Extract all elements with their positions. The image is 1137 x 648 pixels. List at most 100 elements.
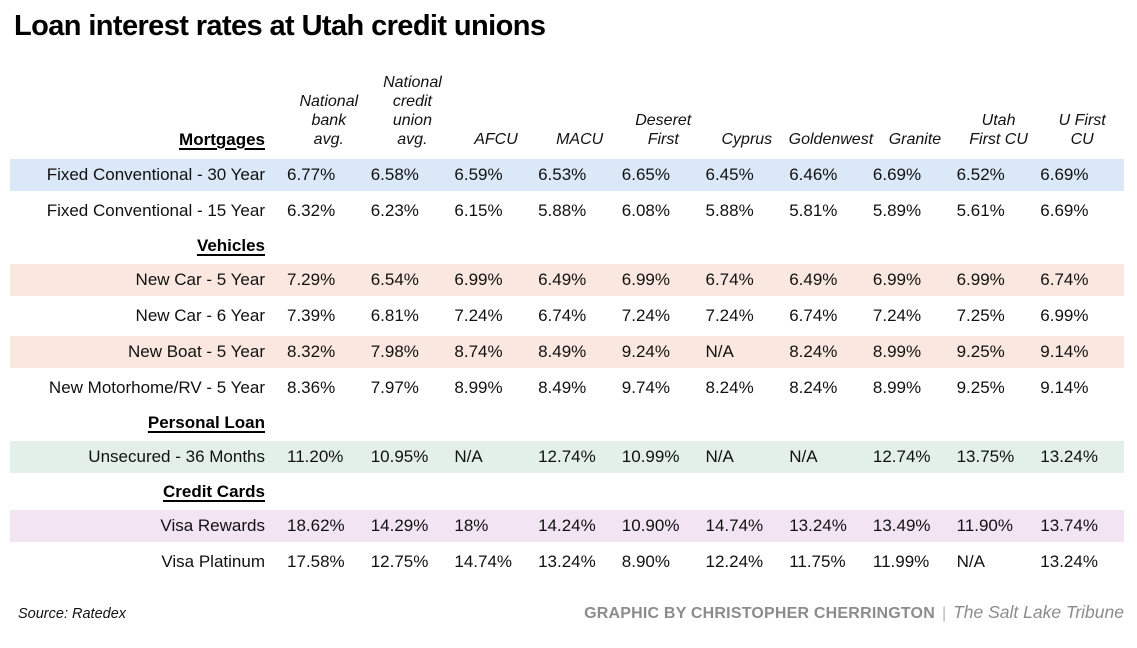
column-header-5: Cyprus bbox=[705, 131, 789, 156]
rate-cell: 8.99% bbox=[872, 377, 922, 397]
column-header-3: MACU bbox=[538, 131, 622, 156]
rate-cell: N/A bbox=[956, 551, 985, 571]
column-header-2: AFCU bbox=[454, 131, 538, 156]
table-row: New Car - 6 Year 7.39% 6.81% 7.24% 6.74% 7.24… bbox=[10, 300, 1124, 332]
rate-cell: 11.20% bbox=[287, 446, 344, 466]
row-label: Fixed Conventional - 15 Year bbox=[46, 200, 265, 220]
column-header-line: Granite bbox=[888, 130, 942, 148]
rate-cell: 18% bbox=[454, 515, 489, 535]
rates-table: Mortgages National bank avg. National credit u… bbox=[10, 44, 1124, 578]
rate-cell: N/A bbox=[789, 446, 818, 466]
rate-cell: 6.81% bbox=[370, 305, 419, 325]
rate-cell: 6.69% bbox=[872, 164, 922, 184]
credit-divider: | bbox=[941, 604, 947, 622]
rate-cell: 8.36% bbox=[287, 377, 336, 397]
rate-cell: 9.24% bbox=[621, 341, 670, 361]
rate-cell: 6.53% bbox=[538, 164, 587, 184]
table-row: New Car - 5 Year 7.29% 6.54% 6.99% 6.49% 6.99… bbox=[10, 263, 1124, 296]
table-row: Unsecured - 36 Months 11.20% 10.95% N/A 12.7… bbox=[10, 440, 1124, 473]
rate-cell: 5.81% bbox=[789, 200, 838, 220]
rate-cell: 7.24% bbox=[454, 305, 503, 325]
rate-cell: 13.24% bbox=[538, 551, 596, 571]
rate-cell: 6.65% bbox=[621, 164, 670, 184]
rate-cell: 6.74% bbox=[789, 305, 838, 325]
section-label-0: Mortgages bbox=[179, 129, 265, 149]
column-header-line: bank bbox=[311, 112, 347, 130]
rate-cell: 9.74% bbox=[621, 377, 670, 397]
rate-cell: 13.24% bbox=[789, 515, 847, 535]
row-label: Unsecured - 36 Months bbox=[88, 446, 265, 466]
column-header-1: National credit union avg. bbox=[371, 74, 455, 156]
page-title: Loan interest rates at Utah credit union… bbox=[14, 10, 546, 42]
rate-cell: 6.99% bbox=[1040, 305, 1089, 325]
rate-cell: 7.24% bbox=[621, 305, 670, 325]
rate-cell: 6.77% bbox=[287, 164, 336, 184]
row-label: New Car - 6 Year bbox=[135, 305, 265, 325]
footer: Source: Ratedex GRAPHIC BY CHRISTOPHER C… bbox=[18, 602, 1124, 623]
section-label-2: Personal Loan bbox=[147, 412, 265, 432]
section-label-3: Credit Cards bbox=[162, 481, 265, 501]
rate-cell: 8.49% bbox=[538, 377, 587, 397]
rate-cell: 5.89% bbox=[872, 200, 922, 220]
rate-cell: 7.98% bbox=[370, 341, 419, 361]
graphic-credit: GRAPHIC BY CHRISTOPHER CHERRINGTON bbox=[584, 604, 935, 622]
rate-cell: 8.24% bbox=[789, 377, 838, 397]
rate-cell: 10.90% bbox=[621, 515, 680, 535]
table-header-row: Mortgages National bank avg. National credit u… bbox=[10, 44, 1124, 156]
rate-cell: 9.25% bbox=[956, 341, 1005, 361]
rate-cell: 7.29% bbox=[287, 269, 336, 289]
credit-line: GRAPHIC BY CHRISTOPHER CHERRINGTON | The S… bbox=[584, 602, 1124, 623]
rate-cell: 6.46% bbox=[789, 164, 838, 184]
column-header-line: CU bbox=[1070, 130, 1094, 148]
column-header-line: National bbox=[383, 74, 442, 92]
column-header-line: MACU bbox=[556, 130, 604, 148]
rate-cell: 6.74% bbox=[705, 269, 754, 289]
column-header-line: credit bbox=[392, 93, 432, 111]
rate-cell: 13.75% bbox=[956, 446, 1015, 466]
rate-cell: 11.75% bbox=[789, 551, 846, 571]
rate-cell: 6.49% bbox=[538, 269, 587, 289]
rate-cell: 6.32% bbox=[287, 200, 336, 220]
rate-cell: 12.24% bbox=[705, 551, 764, 571]
table-row: Visa Platinum 17.58% 12.75% 14.74% 13.24% 8.9… bbox=[10, 546, 1124, 578]
rate-cell: 7.97% bbox=[370, 377, 419, 397]
rate-cell: 5.61% bbox=[956, 200, 1005, 220]
column-header-line: Goldenwest bbox=[788, 130, 874, 148]
column-header-0: National bank avg. bbox=[287, 93, 371, 156]
rate-cell: 12.75% bbox=[370, 551, 429, 571]
column-header-line: First bbox=[647, 130, 679, 148]
row-label: Fixed Conventional - 30 Year bbox=[46, 164, 265, 184]
rate-cell: 13.49% bbox=[872, 515, 931, 535]
rate-cell: 14.29% bbox=[370, 515, 429, 535]
rate-cell: 14.74% bbox=[705, 515, 764, 535]
source-note: Source: Ratedex bbox=[18, 605, 127, 622]
rate-cell: 11.99% bbox=[872, 551, 930, 571]
rate-cell: 11.90% bbox=[956, 515, 1013, 535]
column-header-line: avg. bbox=[397, 130, 428, 148]
rate-cell: 8.24% bbox=[789, 341, 838, 361]
table-row: Visa Rewards 18.62% 14.29% 18% 14.24% 10.90% 1… bbox=[10, 509, 1124, 542]
rate-cell: 5.88% bbox=[705, 200, 754, 220]
rate-cell: 8.74% bbox=[454, 341, 503, 361]
rate-cell: 7.39% bbox=[287, 305, 336, 325]
rate-cell: 10.99% bbox=[621, 446, 680, 466]
rate-cell: N/A bbox=[705, 341, 734, 361]
row-label: New Car - 5 Year bbox=[135, 269, 265, 289]
table-row: New Motorhome/RV - 5 Year 8.36% 7.97% 8.99%… bbox=[10, 372, 1124, 404]
rate-cell: 6.54% bbox=[370, 269, 419, 289]
rate-cell: 17.58% bbox=[287, 551, 345, 571]
rate-cell: 14.24% bbox=[538, 515, 596, 535]
publication-name: The Salt Lake Tribune bbox=[953, 601, 1124, 622]
rate-cell: 13.24% bbox=[1040, 551, 1098, 571]
column-header-line: Cyprus bbox=[721, 130, 773, 148]
rate-cell: 6.99% bbox=[454, 269, 503, 289]
rate-cell: N/A bbox=[454, 446, 483, 466]
rate-cell: 18.62% bbox=[287, 515, 345, 535]
rate-cell: 13.74% bbox=[1040, 515, 1098, 535]
column-header-line: U First bbox=[1058, 112, 1106, 130]
rate-cell: N/A bbox=[705, 446, 734, 466]
rate-cell: 6.74% bbox=[538, 305, 587, 325]
rate-cell: 8.24% bbox=[705, 377, 754, 397]
column-header-7: Granite bbox=[873, 131, 957, 156]
